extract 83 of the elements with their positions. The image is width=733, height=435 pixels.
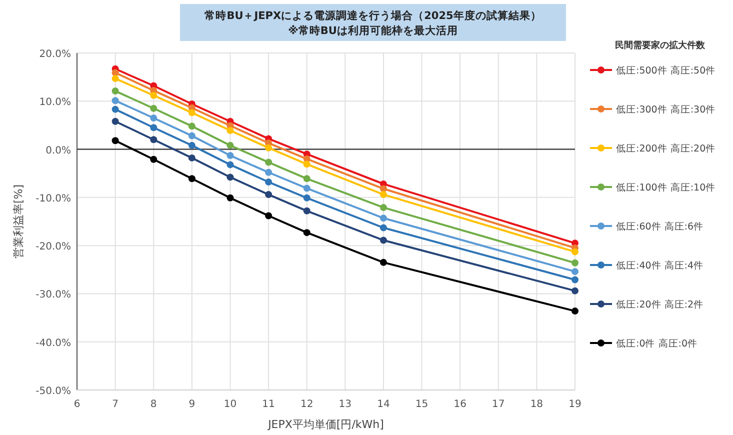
point	[150, 114, 158, 122]
point	[188, 142, 196, 149]
point	[150, 136, 158, 144]
legend-label: 低圧:40件 高圧:4件	[616, 260, 704, 272]
point	[226, 194, 234, 202]
x-tick-label: 11	[262, 399, 275, 410]
point	[112, 97, 119, 104]
point	[150, 92, 158, 99]
point	[380, 191, 387, 198]
point	[380, 236, 387, 244]
point	[265, 212, 272, 220]
x-tick-label: 13	[338, 399, 352, 410]
point	[303, 160, 310, 168]
point	[572, 248, 578, 256]
point	[112, 118, 119, 125]
chart-subtitle: ※常時BUは利用可能枠を最大活用	[288, 24, 458, 37]
y-tick-label: 20.0%	[39, 49, 71, 60]
legend-label: 低圧:20件 高圧:2件	[616, 298, 704, 310]
point	[572, 308, 578, 315]
point	[226, 174, 234, 181]
point	[112, 106, 119, 113]
point	[572, 287, 578, 294]
x-tick-label: 17	[492, 399, 505, 410]
point	[572, 268, 578, 276]
y-tick-label: -20.0%	[36, 242, 71, 253]
point	[112, 137, 119, 144]
point	[303, 229, 310, 236]
x-tick-label: 10	[224, 399, 237, 410]
y-tick-label: -30.0%	[36, 290, 71, 301]
x-tick-label: 18	[530, 399, 544, 410]
x-tick-label: 12	[300, 399, 314, 410]
legend-label: 低圧:300件 高圧:30件	[616, 104, 716, 116]
legend-title: 民間需要家の拡大件数	[615, 40, 706, 51]
point	[226, 127, 234, 134]
point	[303, 175, 310, 182]
y-tick-label: 0.0%	[46, 145, 71, 156]
x-tick-label: 8	[150, 399, 157, 410]
x-tick-label: 14	[377, 399, 390, 410]
x-tick-label: 9	[188, 399, 196, 410]
point	[265, 158, 272, 166]
point	[380, 204, 387, 212]
legend-label: 低圧:100件 高圧:10件	[616, 182, 716, 194]
point	[303, 207, 310, 214]
x-tick-label: 19	[568, 399, 582, 410]
point	[150, 124, 158, 132]
point	[303, 184, 310, 192]
point	[226, 152, 234, 160]
point	[188, 154, 196, 162]
x-tick-label: 6	[74, 399, 80, 410]
legend-label: 低圧:500件 高圧:50件	[616, 64, 716, 76]
point	[150, 156, 158, 163]
legend-label: 低圧:60件 高圧:6件	[616, 220, 704, 232]
x-axis-title: JEPX平均単価[円/kWh]	[267, 418, 384, 431]
y-tick-label: -10.0%	[36, 193, 71, 204]
point	[265, 168, 272, 176]
point	[226, 161, 234, 168]
point	[112, 88, 119, 95]
x-tick-label: 16	[454, 399, 466, 410]
point	[188, 175, 196, 182]
point	[380, 258, 387, 266]
point	[265, 178, 272, 186]
point	[572, 259, 578, 266]
y-tick-label: -50.0%	[36, 386, 71, 397]
chart-title: 常時BU＋JEPXによる電源調達を行う場合（2025年度の試算結果）	[204, 9, 542, 22]
legend-label: 低圧:0件 高圧:0件	[616, 338, 698, 350]
point	[188, 109, 196, 116]
point	[265, 191, 272, 198]
point	[188, 132, 196, 140]
x-tick-label: 7	[112, 399, 118, 410]
x-tick-label: 15	[415, 399, 428, 410]
y-axis-title: 営業利益率[%]	[12, 184, 25, 259]
point	[380, 224, 387, 232]
point	[150, 104, 158, 112]
point	[265, 144, 272, 152]
point	[226, 142, 234, 149]
legend-label: 低圧:200件 高圧:20件	[616, 142, 716, 154]
point	[112, 75, 119, 82]
point	[572, 276, 578, 284]
point	[380, 214, 387, 222]
point	[303, 194, 310, 202]
y-tick-label: 10.0%	[39, 97, 71, 108]
point	[188, 122, 196, 130]
y-tick-label: -40.0%	[36, 338, 71, 349]
